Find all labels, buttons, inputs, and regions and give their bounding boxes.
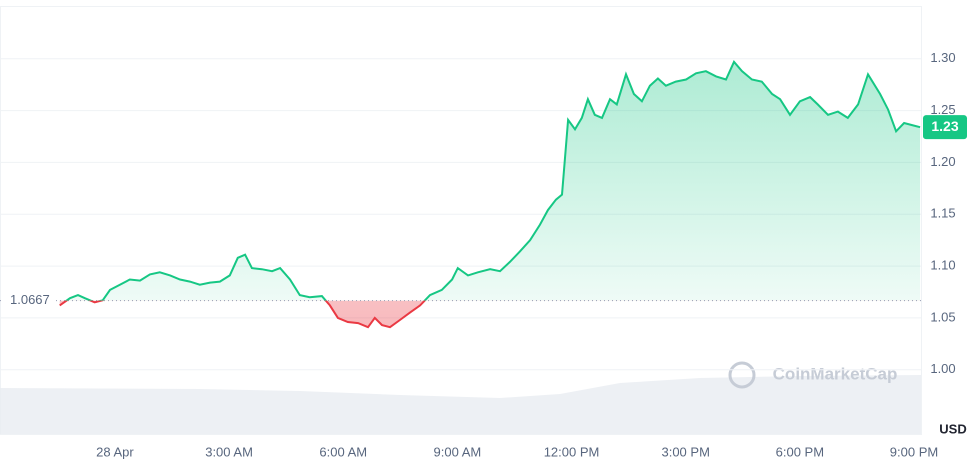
baseline-label: 1.0667: [10, 292, 50, 307]
volume-band: [0, 375, 921, 434]
x-tick-label: 28 Apr: [96, 444, 134, 459]
y-tick-label: 1.20: [930, 154, 955, 169]
watermark-logo: [728, 361, 756, 389]
x-tick-label: 3:00 PM: [661, 444, 709, 459]
price-tag: 1.23: [931, 118, 958, 134]
price-tag-bg: [923, 115, 967, 140]
area-up: [66, 61, 921, 301]
price-line-up: [64, 60, 921, 301]
x-tick-label: 12:00 PM: [544, 444, 600, 459]
y-tick-label: 1.15: [930, 206, 955, 221]
x-tick-label: 6:00 AM: [319, 444, 367, 459]
y-tick-label: 1.10: [930, 258, 955, 273]
plot-frame: [0, 6, 922, 435]
y-tick-label: 1.25: [930, 102, 955, 117]
x-tick-label: 6:00 PM: [776, 444, 824, 459]
currency-label: USD: [939, 421, 966, 436]
y-tick-label: 1.30: [930, 50, 955, 65]
x-tick-label: 3:00 AM: [205, 444, 253, 459]
x-tick-label: 9:00 PM: [890, 444, 938, 459]
watermark: CoinMarketCap: [773, 364, 898, 383]
y-tick-label: 1.00: [930, 361, 955, 376]
baseline-label-bg: [4, 291, 56, 310]
y-tick-label: 1.05: [930, 309, 955, 324]
x-tick-label: 9:00 AM: [434, 444, 482, 459]
